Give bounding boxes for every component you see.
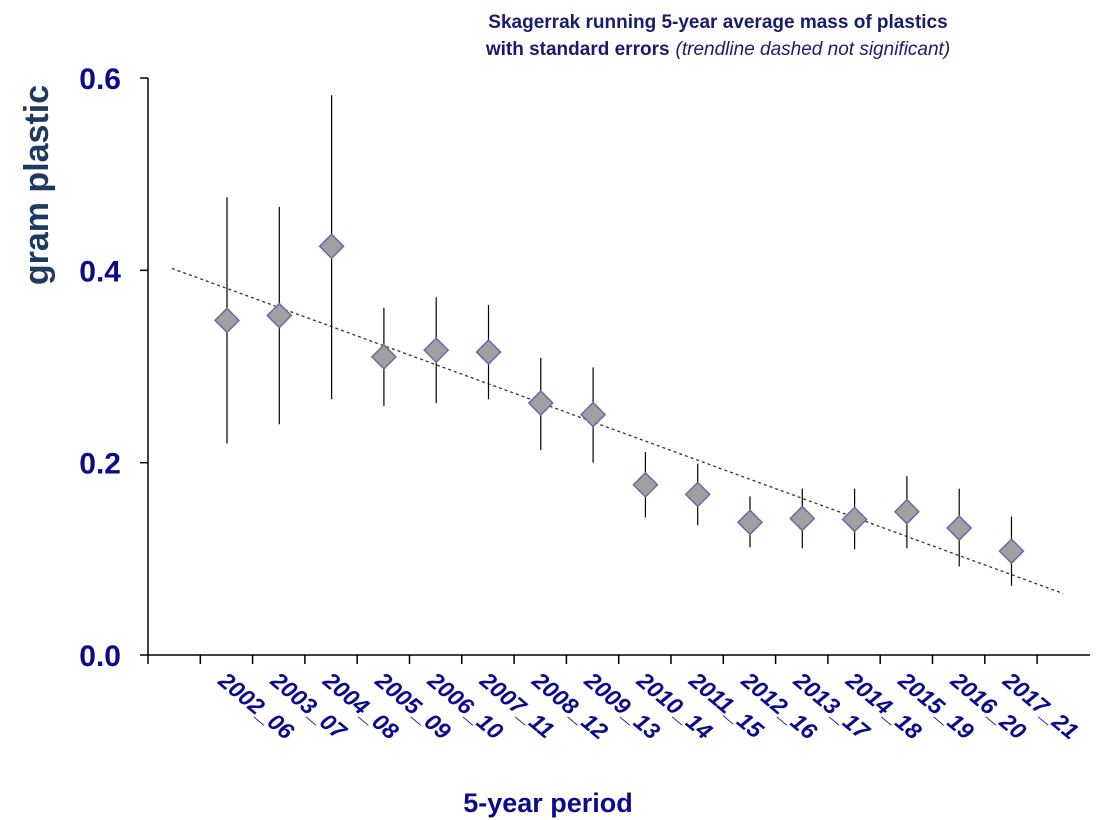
trendline-group bbox=[171, 267, 1064, 595]
y-tick-labels: 0.0 0.2 0.4 0.6 bbox=[79, 63, 121, 673]
data-point bbox=[527, 389, 554, 417]
y-tick-label: 0.4 bbox=[79, 255, 121, 288]
data-point bbox=[266, 302, 293, 329]
y-tick-label: 0.2 bbox=[79, 448, 121, 481]
data-point bbox=[632, 471, 659, 498]
data-points bbox=[213, 233, 1025, 565]
data-point bbox=[841, 506, 868, 533]
y-axis-label: gram plastic bbox=[18, 85, 56, 285]
data-point bbox=[423, 337, 450, 364]
chart-title-line-1: Skagerrak running 5-year average mass of… bbox=[488, 12, 947, 33]
trendline bbox=[171, 267, 1064, 595]
data-point bbox=[475, 339, 502, 366]
data-point bbox=[946, 514, 973, 542]
data-point bbox=[318, 233, 345, 260]
x-axis-label: 5-year period bbox=[463, 788, 633, 818]
x-tick-labels: 2002_062003_072004_082005_092006_102007_… bbox=[213, 666, 1084, 745]
data-point bbox=[789, 505, 816, 532]
data-point bbox=[580, 401, 607, 428]
data-point bbox=[370, 343, 397, 370]
y-tick-label: 0.6 bbox=[79, 63, 121, 96]
data-point bbox=[736, 509, 764, 536]
data-point bbox=[998, 538, 1025, 565]
data-point bbox=[213, 307, 241, 334]
y-tick-label: 0.0 bbox=[79, 640, 121, 673]
chart-title-line-2: with standard errors (trendline dashed no… bbox=[485, 39, 950, 60]
error-bars bbox=[226, 95, 1013, 586]
axes bbox=[140, 77, 1090, 664]
data-point bbox=[684, 481, 711, 508]
chart-title-note: (trendline dashed not significant) bbox=[676, 39, 951, 60]
data-point bbox=[893, 498, 920, 525]
chart-title-main: with standard errors bbox=[485, 39, 670, 60]
